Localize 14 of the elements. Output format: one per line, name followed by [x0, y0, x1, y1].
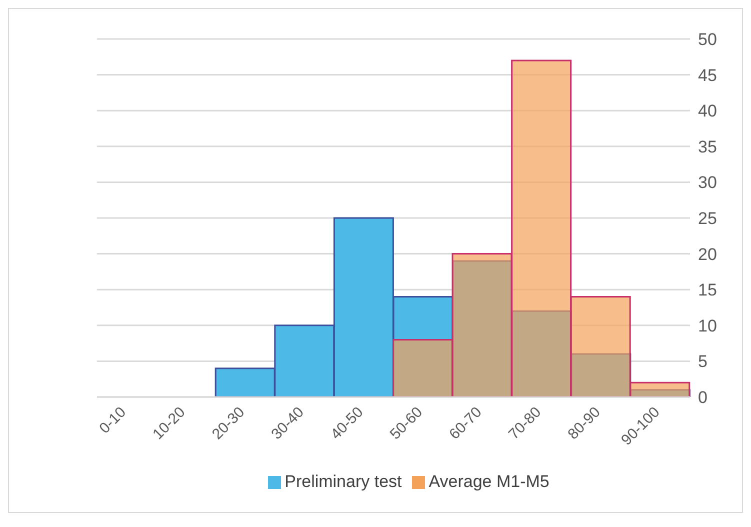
legend-label: Preliminary test: [284, 472, 402, 491]
y-tick-label: 50: [698, 30, 717, 50]
y-tick-label: 25: [698, 209, 717, 228]
y-tick-label: 10: [698, 316, 717, 336]
y-tick-label: 45: [698, 66, 717, 85]
y-tick-label: 5: [698, 352, 708, 372]
y-tick-label: 20: [698, 244, 717, 264]
y-tick-label: 30: [698, 173, 717, 192]
y-tick-label: 0: [698, 388, 708, 408]
y-tick-label: 40: [698, 102, 717, 121]
x-tick-label: 0-10: [96, 404, 130, 438]
y-tick-label: 15: [698, 280, 717, 300]
legend-label: Average M1-M5: [428, 472, 550, 491]
y-tick-label: 35: [698, 137, 717, 156]
